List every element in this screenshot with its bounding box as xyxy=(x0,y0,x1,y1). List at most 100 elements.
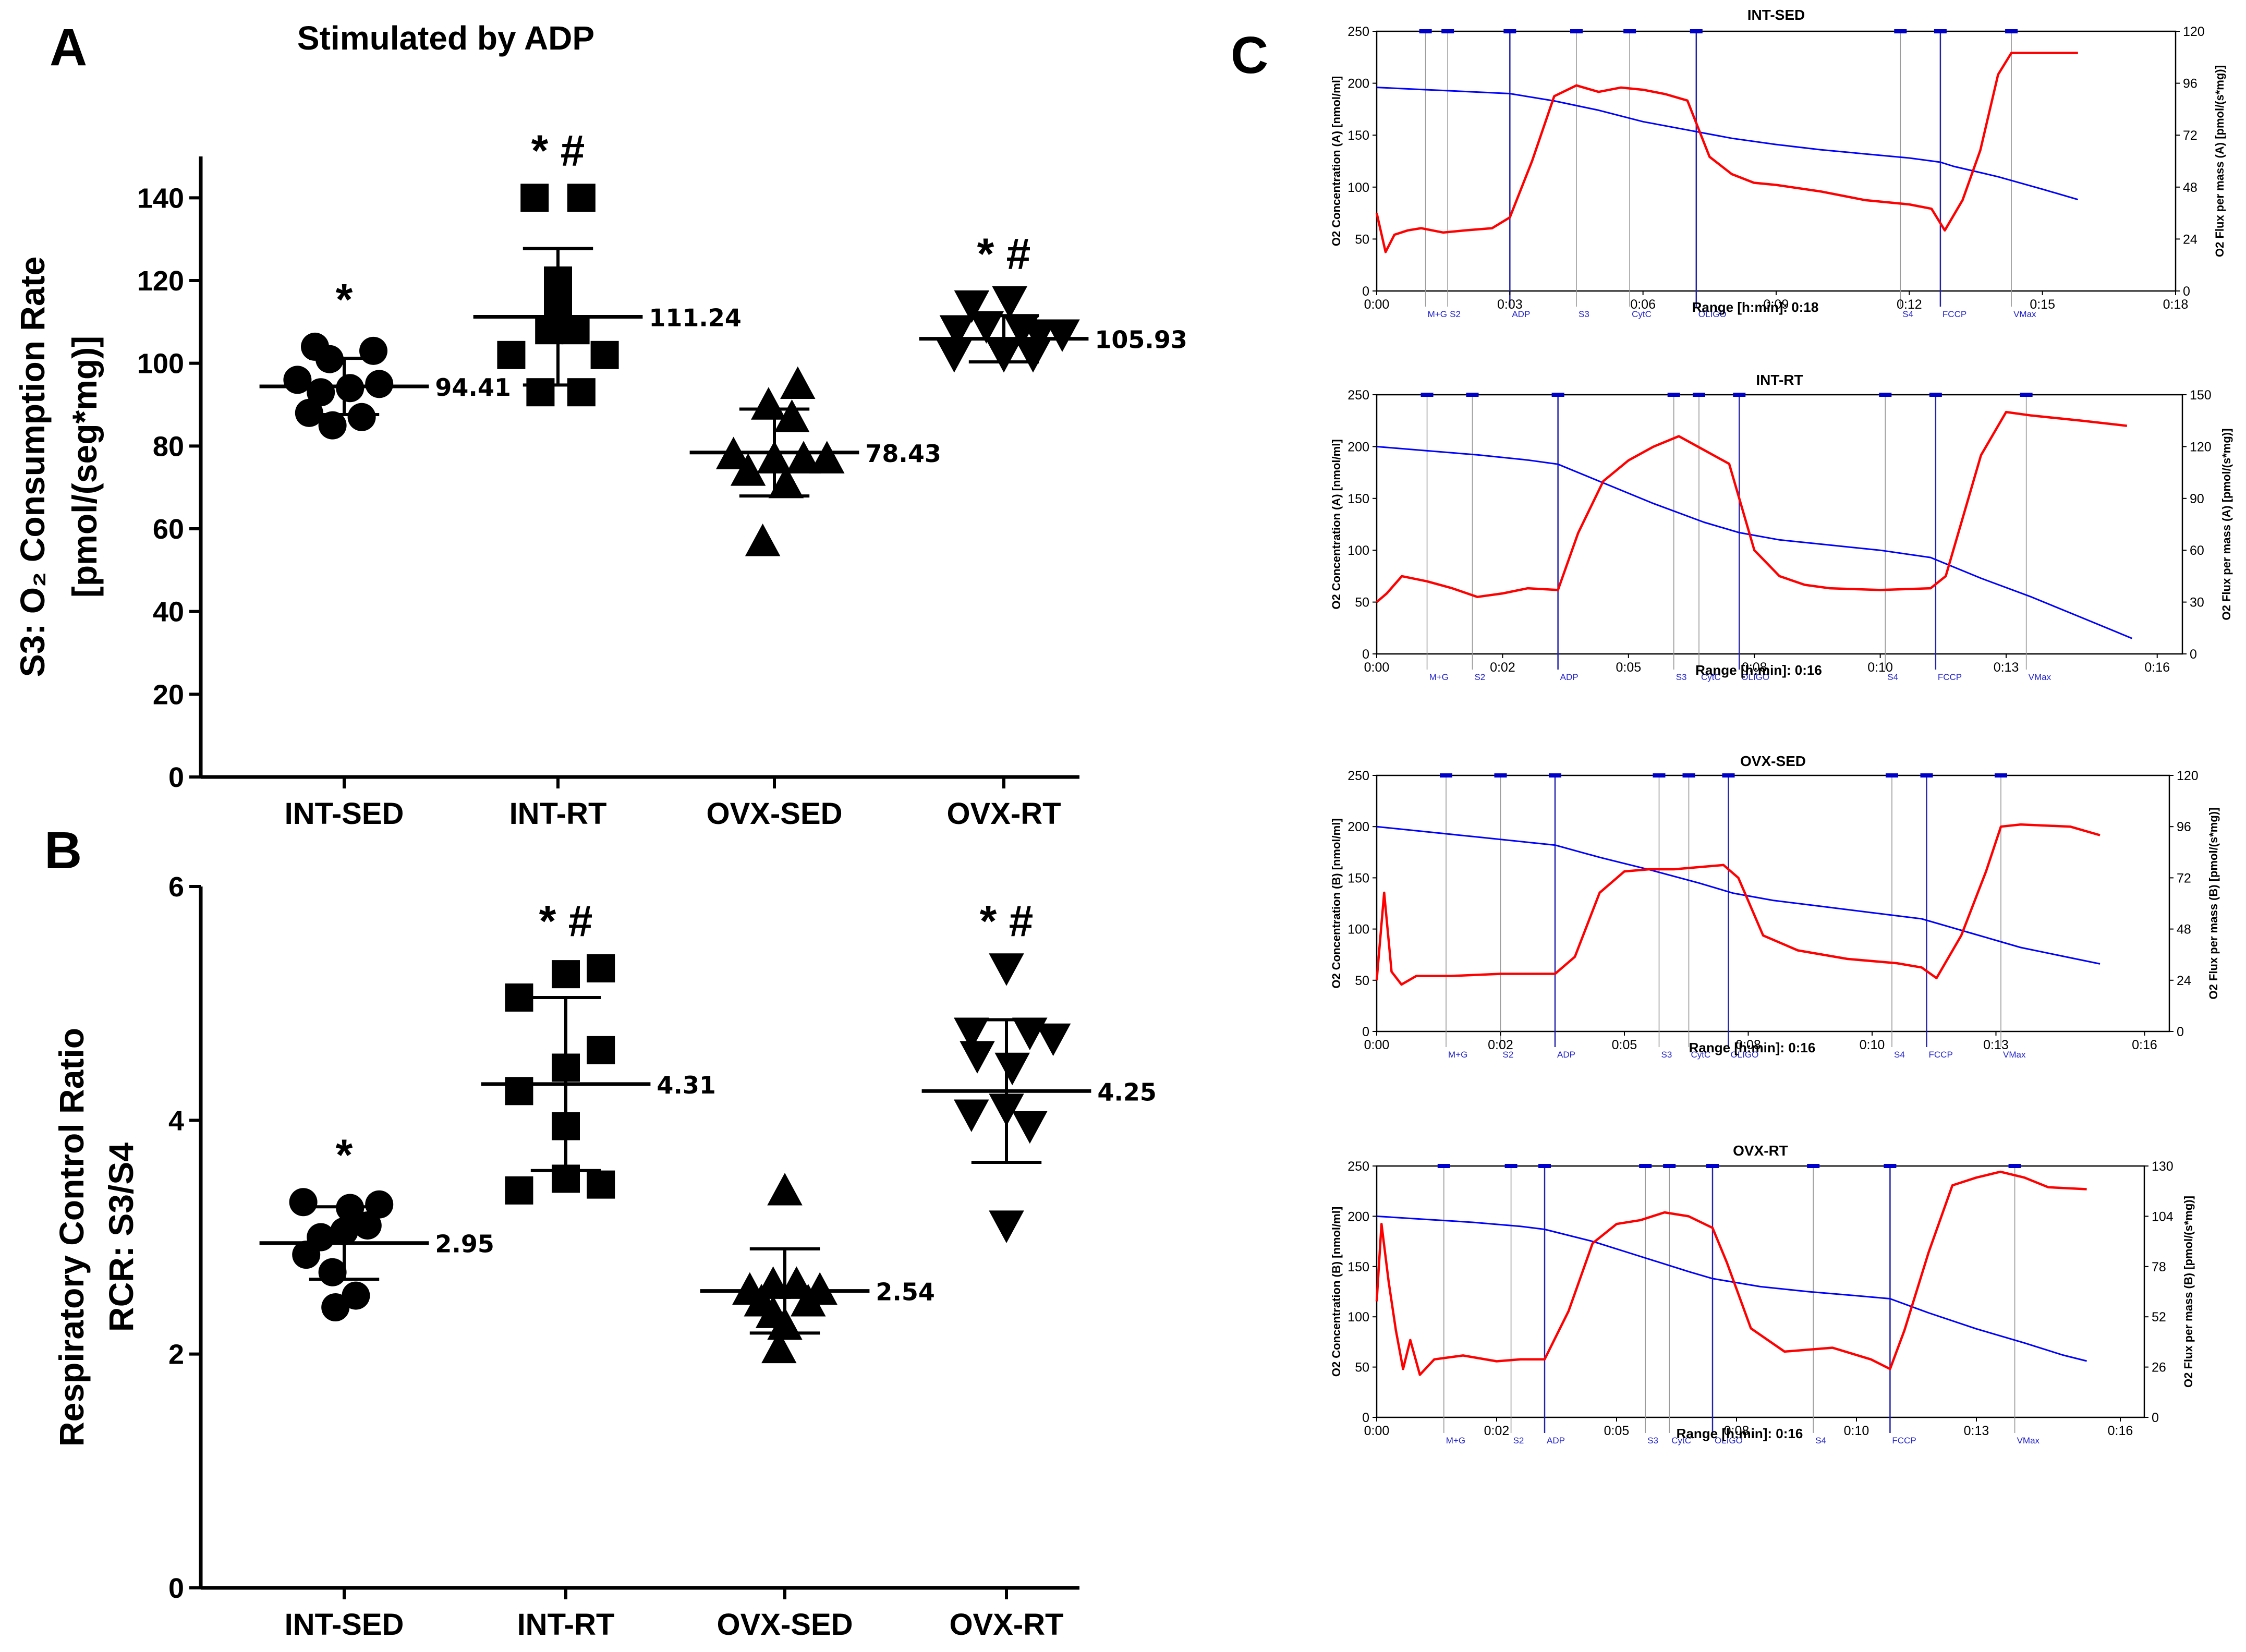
significance-mark-int-sed: * xyxy=(336,275,353,324)
data-point-ovx-sed xyxy=(751,387,786,420)
x-axis-label: Range [h:min]: 0:16 xyxy=(1689,1040,1816,1055)
event-label-s2: S2 xyxy=(1503,1050,1514,1060)
series-line-o2-flux xyxy=(1376,410,2128,603)
x-tick-label: 0:00 xyxy=(1364,1424,1390,1438)
data-point-int-sed xyxy=(318,1258,347,1286)
trace-title: INT-SED xyxy=(1747,7,1805,23)
event-label-cytc: CytC xyxy=(1701,672,1721,682)
left-y-tick-label: 200 xyxy=(1347,77,1369,91)
right-y-tick-label: 0 xyxy=(2177,1025,2184,1039)
data-point-ovx-sed xyxy=(780,366,816,399)
left-y-tick-label: 200 xyxy=(1347,1209,1369,1224)
event-label-fccp: FCCP xyxy=(1892,1436,1916,1446)
right-y-tick-label: 96 xyxy=(2183,77,2198,91)
x-tick-label-int-rt: INT-RT xyxy=(517,1608,615,1642)
data-point-int-rt xyxy=(520,184,549,212)
event-marker-s3 xyxy=(1667,393,1680,397)
trace-title: INT-RT xyxy=(1756,372,1803,388)
left-y-tick-label: 100 xyxy=(1347,1310,1369,1325)
data-point-ovx-sed xyxy=(730,453,766,486)
panel-title-a: Stimulated by ADP xyxy=(297,19,594,57)
event-marker-adp xyxy=(1503,29,1516,33)
y-tick-label: 20 xyxy=(153,679,184,710)
event-marker-m-g xyxy=(1421,393,1434,397)
plot-frame xyxy=(1376,774,2170,1032)
significance-mark-int-rt: * # xyxy=(539,896,593,945)
trace-title: OVX-RT xyxy=(1733,1143,1788,1159)
data-point-int-rt xyxy=(505,1176,533,1205)
left-y-tick-label: 50 xyxy=(1355,974,1369,988)
x-tick-label: 0:00 xyxy=(1364,660,1390,675)
right-y-tick-label: 24 xyxy=(2177,974,2191,988)
y-tick-label: 40 xyxy=(153,597,184,628)
significance-mark-int-sed: * xyxy=(336,1130,353,1179)
trace-title: OVX-SED xyxy=(1740,753,1806,769)
data-point-int-sed xyxy=(365,1190,394,1219)
event-marker-cytc xyxy=(1663,1164,1676,1168)
event-label-s2: S2 xyxy=(1474,672,1485,682)
data-point-int-rt xyxy=(497,341,526,369)
data-point-ovx-rt xyxy=(1015,340,1051,373)
data-point-int-rt xyxy=(505,1077,533,1106)
data-point-ovx-sed xyxy=(745,524,781,556)
data-point-int-sed xyxy=(292,1241,321,1269)
x-tick-label: 0:15 xyxy=(2030,297,2055,312)
left-y-tick-label: 100 xyxy=(1347,543,1369,558)
event-marker-fccp xyxy=(1884,1164,1897,1168)
y-tick-label: 100 xyxy=(137,348,184,380)
data-point-int-sed xyxy=(318,411,347,440)
data-point-ovx-rt xyxy=(1021,319,1057,352)
left-y-tick-label: 50 xyxy=(1355,232,1369,247)
data-point-int-sed xyxy=(342,1281,370,1310)
data-point-ovx-rt xyxy=(1035,1023,1071,1056)
x-tick-label: 0:08 xyxy=(1724,1424,1750,1438)
data-point-ovx-rt xyxy=(954,1017,989,1050)
event-marker-m-g xyxy=(1419,29,1432,33)
y-tick-label: 140 xyxy=(137,183,184,214)
event-label-s4: S4 xyxy=(1815,1436,1826,1446)
left-y-tick-label: 150 xyxy=(1347,871,1369,885)
event-label-adp: ADP xyxy=(1560,672,1579,682)
y-tick-label: 4 xyxy=(168,1105,184,1136)
mean-label-int-rt: 4.31 xyxy=(657,1071,716,1099)
event-marker-adp xyxy=(1538,1164,1551,1168)
x-tick-label: 0:10 xyxy=(1867,660,1893,675)
mean-label-ovx-rt: 105.93 xyxy=(1095,326,1187,354)
right-y-tick-label: 48 xyxy=(2183,180,2198,195)
event-label-oligo: OLIGO xyxy=(1715,1436,1743,1446)
right-y-axis-label: O2 Flux per mass (A) [pmol/(s*mg)] xyxy=(2220,429,2233,621)
series-line-o2-flux xyxy=(1375,1170,2087,1376)
event-marker-oligo xyxy=(1733,393,1746,397)
x-tick-label: 0:03 xyxy=(1497,297,1523,312)
event-marker-vmax xyxy=(2020,393,2033,397)
event-label-adp: ADP xyxy=(1547,1436,1565,1446)
x-axis-label: Range [h:min]: 0:18 xyxy=(1692,299,1819,315)
left-y-tick-label: 250 xyxy=(1347,388,1369,403)
y-axis-label: Respiratory Control Ratio xyxy=(52,1028,91,1447)
mean-label-int-rt: 111.24 xyxy=(649,303,742,332)
x-tick-label: 0:05 xyxy=(1604,1424,1630,1438)
event-marker-s4 xyxy=(1807,1164,1820,1168)
event-marker-fccp xyxy=(1920,773,1933,778)
right-y-axis-label: O2 Flux per mass (A) [pmol/(s*mg)] xyxy=(2213,65,2226,257)
x-tick-label: 0:05 xyxy=(1612,1038,1637,1052)
x-axis-label: Range [h:min]: 0:16 xyxy=(1677,1426,1803,1441)
data-point-ovx-sed xyxy=(761,1330,797,1364)
x-tick-label: 0:16 xyxy=(2108,1424,2133,1438)
right-y-tick-label: 120 xyxy=(2177,769,2199,783)
series-line-o2-concentration xyxy=(1376,1215,2087,1362)
left-y-tick-label: 100 xyxy=(1347,922,1369,937)
data-point-ovx-rt xyxy=(960,1041,995,1074)
data-point-ovx-sed xyxy=(791,1284,826,1317)
event-label-vmax: VMax xyxy=(2029,672,2051,682)
series-line-o2-concentration xyxy=(1376,87,2079,201)
right-y-tick-label: 130 xyxy=(2152,1159,2174,1174)
right-y-tick-label: 120 xyxy=(2190,440,2212,454)
data-point-int-sed xyxy=(289,1188,318,1217)
event-label-m-g: M+G xyxy=(1448,1050,1467,1060)
left-y-tick-label: 50 xyxy=(1355,1361,1369,1375)
x-tick-label: 0:02 xyxy=(1488,1038,1513,1052)
data-point-int-rt xyxy=(567,378,596,407)
event-label-cytc: CytC xyxy=(1691,1050,1711,1060)
